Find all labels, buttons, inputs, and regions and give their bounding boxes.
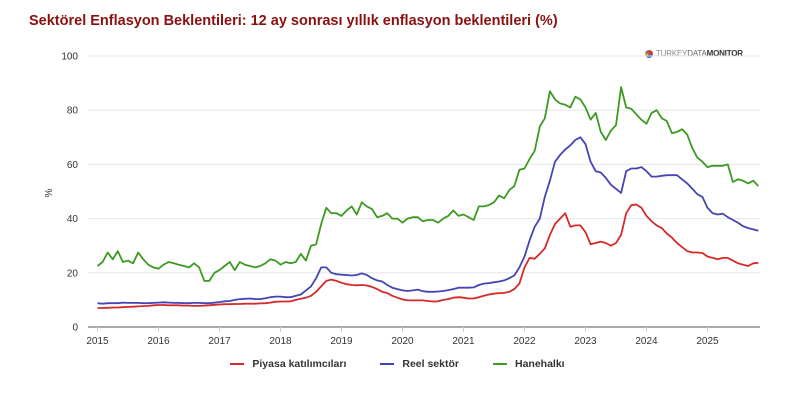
x-tick-label: 2021 — [452, 336, 475, 347]
logo-text-turkey: TURKEY — [656, 49, 688, 58]
x-tick-label: 2025 — [696, 336, 719, 347]
x-tick-label: 2015 — [86, 336, 109, 347]
legend: Piyasa katılımcıları Reel sektör Hanehal… — [0, 358, 795, 370]
legend-item-hanehalki[interactable]: Hanehalkı — [493, 358, 565, 370]
y-tick-label: 100 — [61, 52, 78, 63]
x-tick-label: 2022 — [513, 336, 536, 347]
series-line-1 — [97, 136, 759, 305]
legend-swatch-reel — [380, 363, 395, 365]
legend-item-piyasa[interactable]: Piyasa katılımcıları — [230, 358, 346, 370]
logo-icon — [645, 49, 653, 58]
x-tick-label: 2017 — [208, 336, 231, 347]
logo-text-monitor: MONITOR — [706, 49, 743, 58]
series-line-2 — [96, 86, 759, 282]
legend-label: Reel sektör — [402, 358, 459, 370]
x-tick-label: 2016 — [147, 336, 170, 347]
y-tick-label: 0 — [72, 323, 78, 334]
x-tick-label: 2018 — [269, 336, 292, 347]
y-tick-label: 60 — [67, 160, 79, 171]
x-tick-label: 2020 — [391, 336, 414, 347]
y-tick-label: 40 — [67, 214, 79, 225]
legend-label: Piyasa katılımcıları — [252, 358, 347, 370]
x-tick-label: 2024 — [635, 336, 658, 347]
legend-item-reel[interactable]: Reel sektör — [380, 358, 459, 370]
turkeydatamonitor-logo: TURKEY DATA MONITOR — [645, 49, 743, 58]
x-tick-label: 2023 — [574, 336, 597, 347]
y-tick-label: 20 — [67, 268, 79, 279]
y-tick-label: 80 — [67, 106, 79, 117]
legend-swatch-piyasa — [230, 363, 245, 365]
x-tick-label: 2019 — [330, 336, 353, 347]
logo-text-data: DATA — [687, 49, 707, 58]
chart-title: Sektörel Enflasyon Beklentileri: 12 ay s… — [29, 13, 558, 29]
series-line-0 — [97, 203, 759, 309]
legend-label: Hanehalkı — [515, 358, 565, 370]
y-axis-label: % — [44, 188, 55, 197]
legend-swatch-hanehalki — [493, 363, 507, 365]
